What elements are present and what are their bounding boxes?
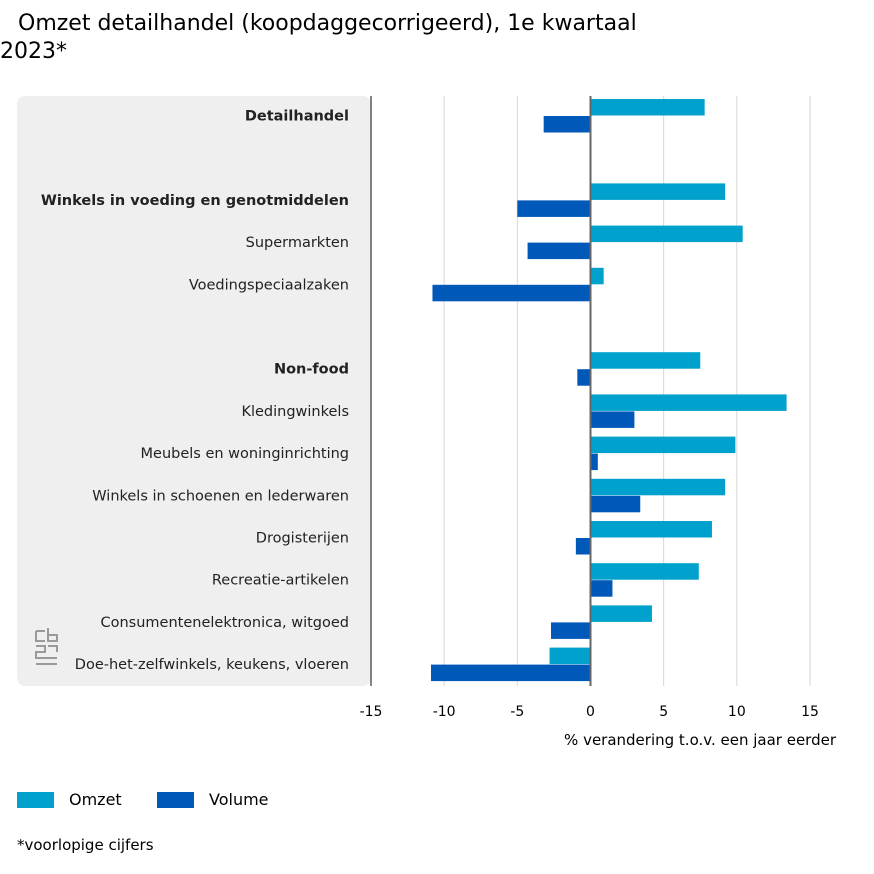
bar-volume xyxy=(527,242,591,260)
category-label: Drogisterijen xyxy=(256,531,349,547)
legend-item-volume: Volume xyxy=(157,790,269,809)
bar-volume xyxy=(590,453,598,471)
bar-omzet xyxy=(590,478,726,496)
footnote: *voorlopige cijfers xyxy=(17,836,154,854)
x-tick-label: 15 xyxy=(801,704,819,720)
bar-volume xyxy=(430,664,591,682)
category-label: Winkels in voeding en genotmiddelen xyxy=(41,193,349,209)
bar-omzet xyxy=(590,394,787,411)
legend-swatch-volume xyxy=(157,791,194,808)
bar-omzet xyxy=(590,225,743,243)
chart-title-line2: 2023* xyxy=(0,39,67,64)
cbs-logo-stroke xyxy=(35,630,45,642)
bar-volume xyxy=(577,369,591,386)
cbs-logo-stroke xyxy=(35,645,58,665)
bar-omzet xyxy=(590,563,699,580)
x-axis-label: % verandering t.o.v. een jaar eerder xyxy=(564,731,837,749)
x-tick-label: 10 xyxy=(728,704,746,720)
bar-omzet xyxy=(590,267,604,285)
legend-label-volume: Volume xyxy=(209,790,269,809)
cbs-logo-icon xyxy=(35,628,58,665)
bar-volume xyxy=(575,538,591,555)
bar-volume xyxy=(590,411,635,428)
category-label: Voedingspeciaalzaken xyxy=(189,277,349,293)
bar-volume xyxy=(432,284,591,302)
bar-omzet xyxy=(590,99,705,116)
bar-omzet xyxy=(549,647,591,665)
bar-omzet xyxy=(590,521,712,538)
category-label: Recreatie-artikelen xyxy=(212,573,349,589)
chart-title-line1: Omzet detailhandel (koopdaggecorrigeerd)… xyxy=(18,11,637,36)
x-tick-label: -15 xyxy=(360,704,383,720)
bar-volume xyxy=(590,495,641,513)
legend-item-omzet: Omzet xyxy=(17,790,122,809)
bar-volume xyxy=(517,200,591,217)
legend-label-omzet: Omzet xyxy=(69,790,122,809)
bar-volume xyxy=(543,116,591,133)
category-label: Meubels en woninginrichting xyxy=(141,446,349,462)
bar-omzet xyxy=(590,436,736,454)
category-label: Non-food xyxy=(274,362,349,378)
legend-swatch-omzet xyxy=(17,791,54,808)
category-label: Supermarkten xyxy=(246,235,349,251)
category-label: Consumentenelektronica, witgoed xyxy=(101,615,350,631)
x-tick-label: -5 xyxy=(510,704,524,720)
category-label: Detailhandel xyxy=(245,109,349,125)
x-tick-label: -10 xyxy=(433,704,456,720)
bar-omzet xyxy=(590,605,652,622)
category-label: Winkels in schoenen en lederwaren xyxy=(92,488,349,504)
category-label: Doe-het-zelfwinkels, keukens, vloeren xyxy=(75,657,349,673)
cbs-logo-stroke xyxy=(47,628,58,642)
bar-volume xyxy=(550,622,591,639)
bar-omzet xyxy=(590,352,701,369)
chart-title: Omzet detailhandel (koopdaggecorrigeerd)… xyxy=(0,10,720,66)
category-label: Kledingwinkels xyxy=(241,404,349,420)
x-tick-label: 5 xyxy=(659,704,668,720)
bar-volume xyxy=(590,580,613,597)
label-panel xyxy=(17,96,371,686)
bar-omzet xyxy=(590,183,726,200)
x-tick-label: 0 xyxy=(586,704,595,720)
